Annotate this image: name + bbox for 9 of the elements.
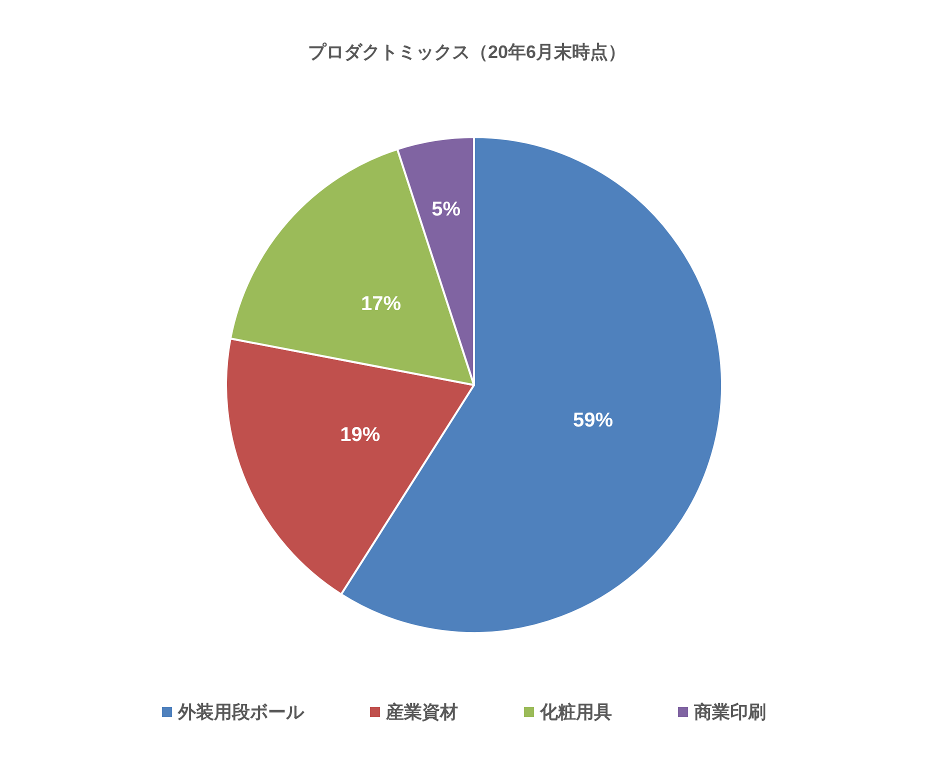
legend-label: 産業資材 [385, 702, 458, 722]
data-label: 59% [573, 410, 614, 432]
data-label: 19% [340, 424, 380, 446]
legend-label: 商業印刷 [693, 702, 766, 722]
legend-label: 化粧用具 [539, 702, 612, 722]
data-label: 17% [360, 292, 402, 315]
legend-label: 外装用段ボール [177, 702, 305, 722]
data-label: 5% [432, 198, 461, 221]
chart-title: プロダクトミックス（20年6月末時点） [308, 42, 626, 62]
